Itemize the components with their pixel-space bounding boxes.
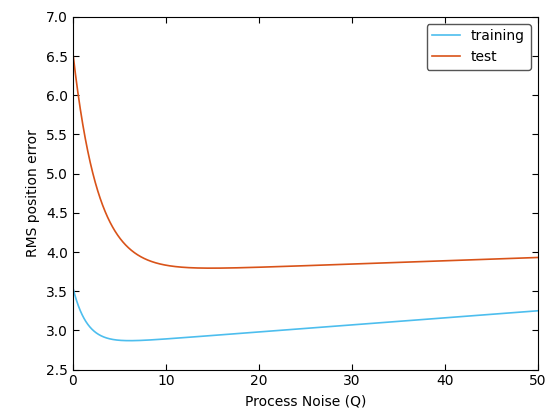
training — [127, 338, 133, 343]
X-axis label: Process Noise (Q): Process Noise (Q) — [245, 394, 366, 408]
test — [525, 255, 532, 260]
test — [475, 257, 482, 262]
training — [525, 309, 532, 314]
test — [123, 243, 129, 248]
training — [268, 328, 275, 333]
Line: test: test — [73, 53, 538, 268]
test — [208, 265, 215, 270]
test — [150, 260, 157, 265]
training — [69, 285, 76, 290]
test — [248, 265, 255, 270]
test — [69, 50, 76, 55]
Legend: training, test: training, test — [427, 24, 531, 70]
training — [475, 313, 482, 318]
training — [534, 308, 541, 313]
test — [268, 264, 275, 269]
Y-axis label: RMS position error: RMS position error — [26, 129, 40, 257]
training — [248, 330, 255, 335]
Line: training: training — [73, 288, 538, 341]
test — [534, 255, 541, 260]
training — [123, 338, 129, 343]
training — [150, 337, 157, 342]
